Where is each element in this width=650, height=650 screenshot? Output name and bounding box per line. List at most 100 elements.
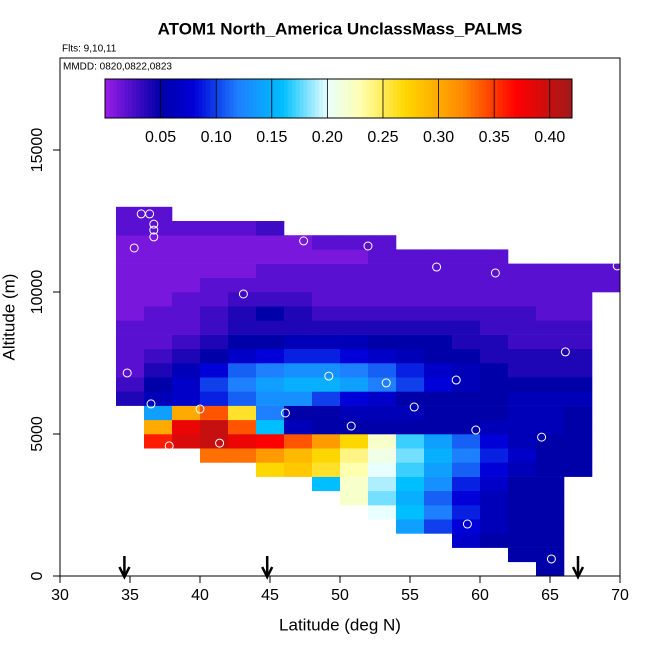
heat-cell [200,391,229,406]
colorbar-swatch [342,79,347,118]
heat-cell [424,363,453,378]
heat-cell [368,490,397,506]
heat-cell [284,277,313,293]
sample-point [122,368,132,378]
sample-point [537,432,547,442]
heat-cell [452,448,481,463]
heat-cell [536,320,565,335]
colorbar-swatch [175,79,180,118]
heat-cell [368,363,397,378]
heat-cell [480,306,509,321]
heat-cell [480,434,509,449]
heat-cell [452,292,481,307]
heat-cell [312,391,341,406]
colorbar-swatch [280,79,285,118]
colorbar-swatch [284,79,289,118]
colorbar-swatch [540,79,546,118]
sample-point [462,519,472,529]
heat-cell [172,235,201,250]
x-tick-label: 65 [541,587,559,604]
heat-cell [424,490,453,506]
heat-cell [340,462,369,477]
heat-cell [256,263,285,279]
colorbar-swatch [256,79,262,118]
colorbar-swatch [315,79,320,118]
heat-cell [564,292,593,307]
heat-cell [564,334,593,350]
colorbar-swatch [529,79,534,118]
sample-point [432,262,442,272]
heat-cell [172,263,201,279]
heat-cell [340,306,369,321]
heat-cell [116,348,145,364]
heat-cell [368,476,397,492]
heat-cell [256,391,285,406]
heat-cell [396,448,425,463]
heat-cell [452,363,481,378]
colorbar-swatch [295,79,301,118]
heat-cell [144,221,173,236]
heat-cell [144,249,173,264]
heat-cell [452,320,481,335]
colorbar-swatch [466,79,472,118]
colorbar-swatch [517,79,522,118]
heat-cell [172,348,201,364]
sample-point [149,219,159,229]
colorbar-swatch [163,79,168,118]
colorbar-swatch [389,79,394,118]
chart-title: ATOM1 North_America UnclassMass_PALMS [158,19,523,38]
heat-cell [284,419,313,435]
heat-cell [256,462,285,477]
colorbar-swatch [556,79,561,118]
heat-cell [340,391,369,406]
heat-cell [340,363,369,378]
heat-cell [116,320,145,335]
colorbar-swatch [474,79,480,118]
heat-cell [200,363,229,378]
heat-cell [368,235,397,250]
heat-cell [228,320,257,335]
heat-cell [564,277,593,293]
heat-cell [228,334,257,350]
arrow-head [571,566,585,580]
heat-cell [536,306,565,321]
heat-cell [424,391,453,406]
sample-point [363,241,373,251]
heat-cell [396,277,425,293]
colorbar-swatch [225,79,231,118]
heat-cell [116,221,145,236]
colorbar-swatch [505,79,511,118]
heat-cell [368,505,397,520]
colorbar-swatch [276,79,281,118]
heat-cell [536,377,565,392]
colorbar-swatch [319,79,324,118]
heat-cell [116,277,145,293]
heat-cell [284,448,313,463]
colorbar-tick-label: 0.10 [201,129,232,146]
colorbar-swatch [245,79,250,118]
colorbar-swatch [533,79,538,118]
sample-point [560,347,570,357]
heat-cell [452,505,481,520]
heat-cell [200,221,229,236]
heat-cell [480,348,509,364]
heat-cell [480,490,509,506]
heat-cell [228,235,257,250]
sample-point [238,289,248,299]
heat-cell [116,249,145,264]
colorbar-frame [104,78,573,119]
heat-cell [536,505,565,520]
heat-cell [424,334,453,350]
heat-cell [144,405,173,421]
colorbar-swatch [396,79,402,118]
colorbar-swatch [334,79,339,118]
heat-cell [368,462,397,477]
heat-cell [340,249,369,264]
heat-cell [228,448,257,463]
heat-cell [172,277,201,293]
y-tick-label: 10000 [29,270,46,315]
colorbar-swatch [420,79,425,118]
colorbar-swatch [233,79,238,118]
heat-cell [368,263,397,279]
